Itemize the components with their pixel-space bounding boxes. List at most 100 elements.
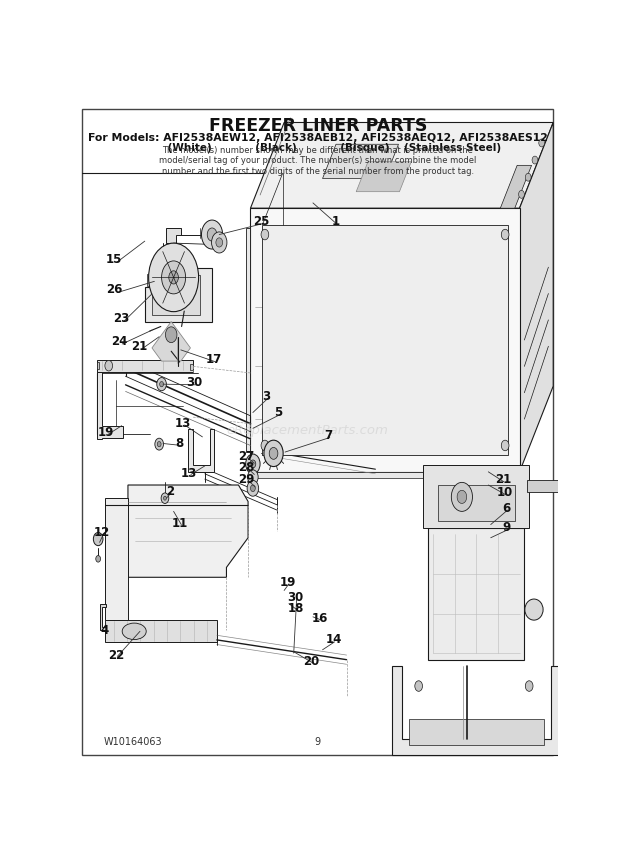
Text: 8: 8 bbox=[175, 437, 184, 450]
Circle shape bbox=[105, 360, 113, 371]
Text: 15: 15 bbox=[105, 253, 122, 266]
Text: 16: 16 bbox=[312, 612, 329, 625]
Ellipse shape bbox=[122, 623, 146, 639]
Circle shape bbox=[525, 681, 533, 692]
Text: For Models: AFI2538AEW12, AFI2538AEB12, AFI2538AEQ12, AFI2538AES12: For Models: AFI2538AEW12, AFI2538AEB12, … bbox=[88, 133, 547, 143]
Text: 21: 21 bbox=[495, 473, 512, 486]
Polygon shape bbox=[246, 228, 250, 452]
Text: 26: 26 bbox=[106, 283, 123, 296]
Bar bbox=[97, 360, 193, 372]
Circle shape bbox=[155, 438, 164, 450]
Text: 29: 29 bbox=[239, 473, 255, 485]
Circle shape bbox=[157, 377, 166, 390]
Text: 24: 24 bbox=[112, 335, 128, 348]
Polygon shape bbox=[322, 145, 399, 179]
Polygon shape bbox=[147, 274, 157, 286]
Ellipse shape bbox=[525, 599, 543, 620]
Polygon shape bbox=[250, 122, 553, 208]
Circle shape bbox=[250, 460, 256, 468]
Text: 10: 10 bbox=[497, 486, 513, 499]
Text: The model(s) number shown may be different than what is printed on the
model/ser: The model(s) number shown may be differe… bbox=[159, 146, 476, 175]
Circle shape bbox=[261, 440, 268, 451]
Circle shape bbox=[157, 442, 161, 447]
Circle shape bbox=[149, 243, 198, 312]
Text: 27: 27 bbox=[239, 449, 255, 462]
Circle shape bbox=[530, 604, 538, 615]
Polygon shape bbox=[152, 322, 190, 361]
Text: (White)            (Black)            (Bisque)    (Stainless Steel): (White) (Black) (Bisque) (Stainless Stee… bbox=[135, 143, 501, 152]
Polygon shape bbox=[128, 485, 248, 577]
Polygon shape bbox=[392, 666, 560, 755]
Text: 3: 3 bbox=[262, 389, 270, 402]
Circle shape bbox=[451, 483, 472, 511]
Text: 13: 13 bbox=[175, 417, 192, 430]
Text: 19: 19 bbox=[98, 425, 115, 439]
Text: 17: 17 bbox=[205, 353, 221, 366]
Bar bbox=[250, 208, 520, 472]
Text: 13: 13 bbox=[181, 467, 197, 479]
Circle shape bbox=[202, 220, 223, 249]
Text: 21: 21 bbox=[131, 340, 147, 353]
Polygon shape bbox=[97, 372, 123, 439]
Circle shape bbox=[95, 556, 100, 562]
Polygon shape bbox=[166, 228, 181, 243]
Text: 11: 11 bbox=[172, 517, 188, 530]
Text: 23: 23 bbox=[113, 312, 130, 325]
Circle shape bbox=[164, 496, 166, 500]
Bar bbox=[438, 485, 515, 521]
Circle shape bbox=[166, 327, 177, 342]
Circle shape bbox=[518, 190, 525, 199]
Circle shape bbox=[162, 261, 185, 294]
Polygon shape bbox=[356, 162, 411, 192]
Circle shape bbox=[502, 229, 509, 240]
Bar bbox=[262, 224, 508, 455]
Text: 28: 28 bbox=[239, 461, 255, 473]
Bar bbox=[527, 479, 563, 491]
Polygon shape bbox=[105, 620, 217, 642]
Circle shape bbox=[415, 681, 422, 692]
Circle shape bbox=[161, 493, 169, 503]
Text: 6: 6 bbox=[502, 502, 511, 514]
Text: eReplacementParts.com: eReplacementParts.com bbox=[226, 424, 388, 437]
Circle shape bbox=[169, 270, 179, 284]
Text: 9: 9 bbox=[315, 737, 321, 747]
Text: 9: 9 bbox=[502, 521, 511, 534]
Text: 1: 1 bbox=[332, 215, 340, 228]
Circle shape bbox=[261, 229, 268, 240]
Circle shape bbox=[264, 440, 283, 467]
Polygon shape bbox=[188, 429, 215, 472]
Text: 20: 20 bbox=[303, 655, 320, 669]
Circle shape bbox=[532, 156, 538, 164]
Bar bbox=[409, 719, 544, 746]
Text: FREEZER LINER PARTS: FREEZER LINER PARTS bbox=[208, 116, 427, 134]
Text: 19: 19 bbox=[280, 576, 296, 589]
Circle shape bbox=[457, 490, 467, 503]
Bar bbox=[190, 364, 193, 371]
Circle shape bbox=[160, 382, 164, 387]
Polygon shape bbox=[100, 603, 107, 630]
Text: 22: 22 bbox=[108, 649, 124, 662]
Text: 4: 4 bbox=[101, 623, 109, 637]
Circle shape bbox=[525, 173, 531, 181]
Text: 25: 25 bbox=[253, 215, 269, 228]
Text: 5: 5 bbox=[274, 406, 283, 419]
Text: 14: 14 bbox=[326, 633, 342, 646]
Polygon shape bbox=[520, 122, 553, 472]
Text: 18: 18 bbox=[288, 603, 304, 615]
Polygon shape bbox=[105, 498, 128, 620]
Circle shape bbox=[246, 454, 260, 474]
Text: 12: 12 bbox=[94, 526, 110, 539]
Bar bbox=[152, 276, 200, 315]
Bar bbox=[423, 466, 529, 528]
Text: 30: 30 bbox=[186, 377, 202, 389]
Circle shape bbox=[211, 232, 227, 253]
Circle shape bbox=[502, 440, 509, 451]
Circle shape bbox=[207, 228, 217, 241]
Circle shape bbox=[250, 485, 255, 491]
Circle shape bbox=[247, 470, 258, 484]
Circle shape bbox=[269, 448, 278, 460]
Polygon shape bbox=[145, 267, 212, 322]
Text: 30: 30 bbox=[287, 591, 303, 603]
Circle shape bbox=[94, 532, 103, 545]
Text: 2: 2 bbox=[166, 485, 174, 498]
